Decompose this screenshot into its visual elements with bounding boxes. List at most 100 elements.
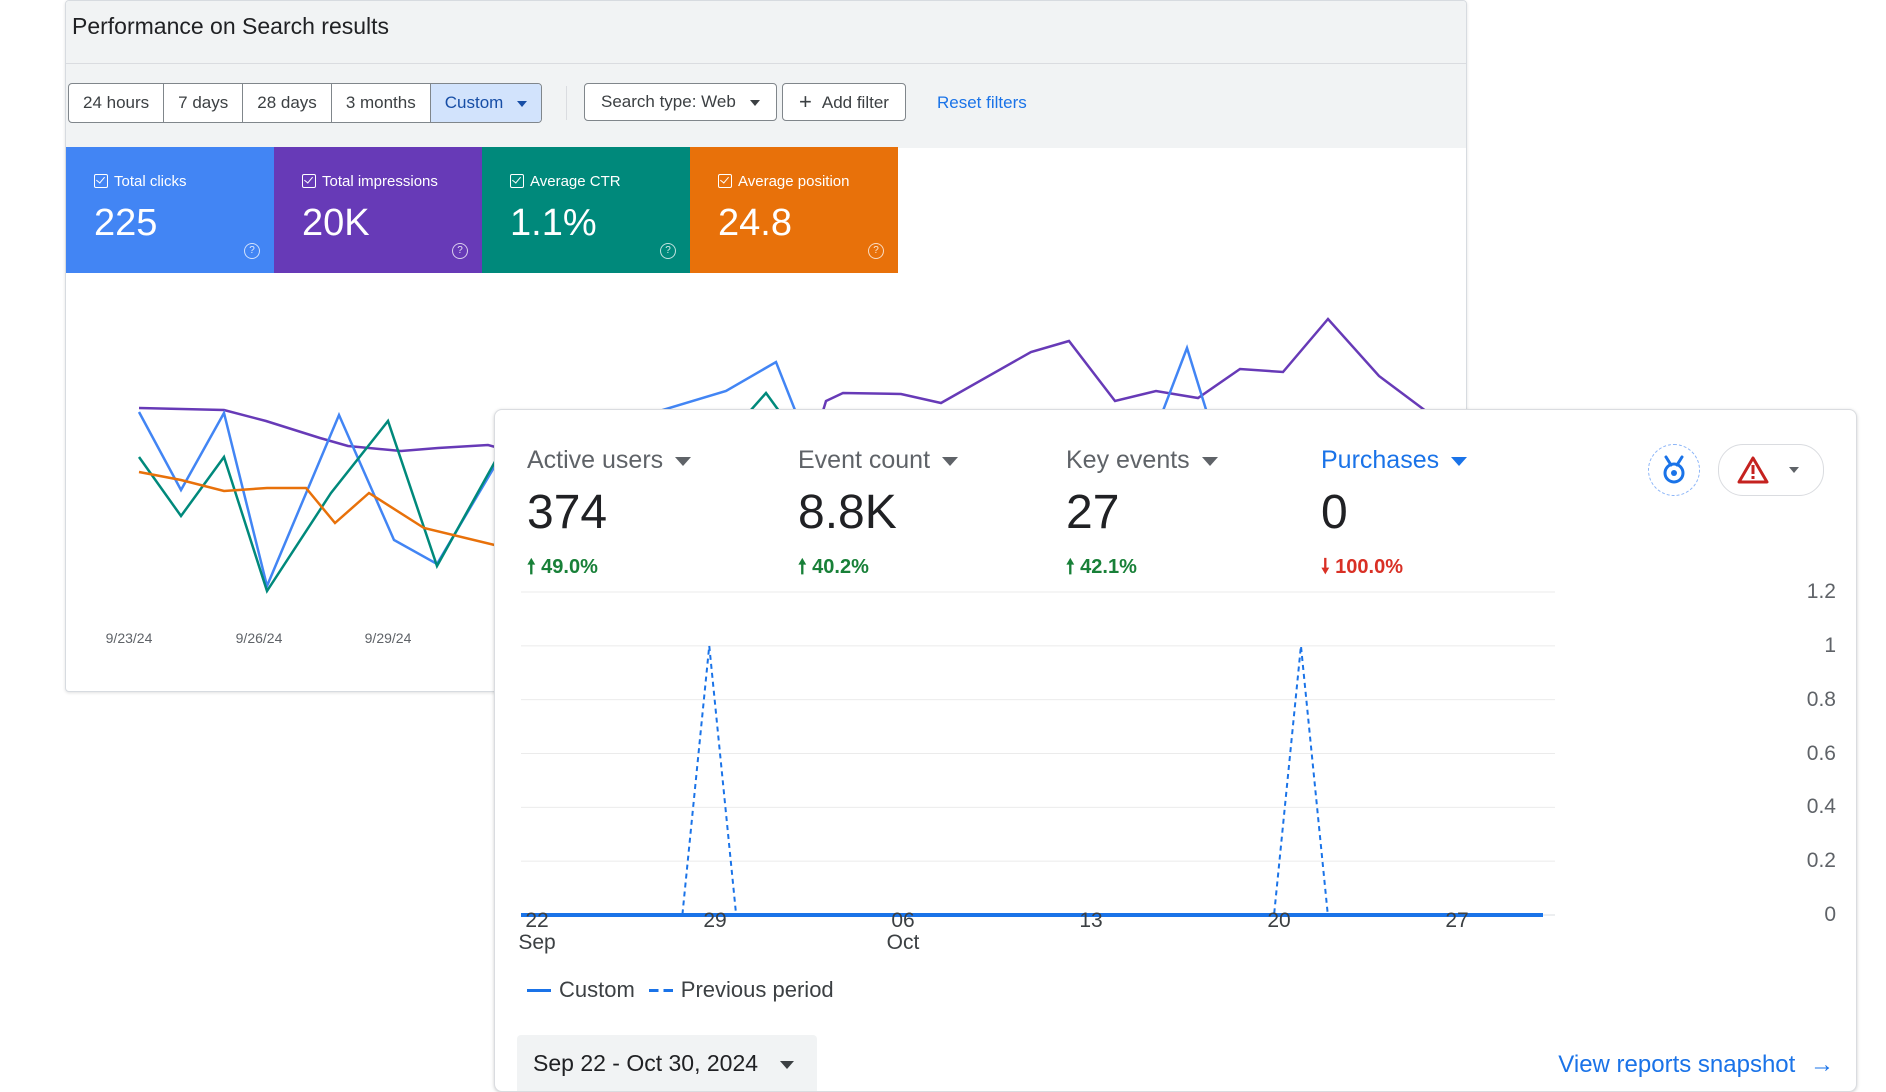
alerts-dropdown-button[interactable] bbox=[1718, 444, 1824, 496]
y-tick-label: 1 bbox=[1824, 633, 1836, 657]
purchases-metric[interactable]: Purchases 0 🠗 100.0% bbox=[1321, 446, 1468, 586]
metric-change: 🠕 49.0% bbox=[527, 552, 691, 586]
chevron-down-icon bbox=[517, 100, 528, 107]
metric-change-text: 40.2% bbox=[812, 556, 869, 578]
date-range-selector: 24 hours 7 days 28 days 3 months Custom bbox=[68, 83, 543, 123]
legend-current-label: Custom bbox=[559, 977, 635, 1002]
y-tick-label: 0.2 bbox=[1806, 849, 1836, 873]
caret-down-icon bbox=[675, 456, 692, 466]
chevron-down-icon bbox=[780, 1060, 795, 1069]
tile-value: 1.1% bbox=[510, 202, 597, 244]
total-clicks-tile[interactable]: Total clicks 225 ? bbox=[66, 147, 274, 273]
purchases-chart bbox=[521, 591, 1555, 917]
active-users-metric[interactable]: Active users 374 🠕 49.0% bbox=[527, 446, 692, 586]
legend-dashed-swatch bbox=[648, 988, 673, 992]
filter-toolbar: 24 hours 7 days 28 days 3 months Custom … bbox=[66, 64, 1466, 148]
metric-label[interactable]: Event count bbox=[798, 446, 959, 475]
add-filter-button[interactable]: + Add filter bbox=[782, 83, 906, 121]
key-events-metric[interactable]: Key events 27 🠕 42.1% bbox=[1066, 446, 1218, 586]
arrow-up-icon: 🠕 bbox=[798, 556, 807, 578]
ctr-line bbox=[137, 391, 1466, 594]
x-tick-text: 06 Oct bbox=[886, 909, 920, 954]
tile-label: Average position bbox=[738, 173, 850, 190]
y-tick-label: 0.4 bbox=[1806, 795, 1836, 819]
checkbox-icon bbox=[510, 174, 524, 188]
tile-label: Total impressions bbox=[322, 173, 438, 190]
range-24-hours-button[interactable]: 24 hours bbox=[69, 84, 165, 122]
page-title: Performance on Search results bbox=[72, 13, 390, 39]
date-range-text: Sep 22 - Oct 30, 2024 bbox=[533, 1050, 759, 1076]
range-28-days-button[interactable]: 28 days bbox=[243, 84, 332, 122]
checkbox-icon bbox=[718, 174, 732, 188]
badge-icon bbox=[1663, 455, 1685, 484]
tile-label: Total clicks bbox=[114, 173, 187, 190]
chevron-down-icon bbox=[749, 99, 760, 106]
date-range-picker[interactable]: Sep 22 - Oct 30, 2024 bbox=[517, 1035, 817, 1091]
x-tick-label: 22 Sep bbox=[518, 910, 555, 954]
metric-change-text: 42.1% bbox=[1080, 556, 1137, 578]
tile-value: 20K bbox=[302, 202, 370, 244]
total-impressions-tile[interactable]: Total impressions 20K ? bbox=[274, 147, 482, 273]
metric-label-text: Event count bbox=[798, 446, 931, 474]
reset-filters-link[interactable]: Reset filters bbox=[937, 93, 1027, 112]
range-custom-label: Custom bbox=[444, 93, 504, 112]
x-tick-label: 27 bbox=[1445, 910, 1468, 932]
metric-value: 0 bbox=[1321, 486, 1348, 539]
caret-down-icon bbox=[1201, 456, 1218, 466]
arrow-right-icon: → bbox=[1810, 1051, 1834, 1078]
y-tick-label: 0.8 bbox=[1806, 687, 1836, 711]
checkbox-icon bbox=[94, 174, 108, 188]
help-icon[interactable]: ? bbox=[660, 243, 676, 259]
date-tick: 9/26/24 bbox=[235, 630, 283, 646]
x-tick-text: 22 Sep bbox=[518, 909, 556, 954]
toolbar-divider bbox=[566, 86, 567, 120]
metric-label[interactable]: Key events bbox=[1066, 446, 1218, 475]
metric-change-text: 100.0% bbox=[1335, 556, 1403, 578]
x-tick-label: 13 bbox=[1079, 910, 1102, 932]
x-tick-text: 27 bbox=[1445, 909, 1469, 932]
average-ctr-tile[interactable]: Average CTR 1.1% ? bbox=[482, 147, 690, 273]
help-icon[interactable]: ? bbox=[452, 243, 468, 259]
search-type-dropdown[interactable]: Search type: Web bbox=[584, 83, 777, 121]
metric-value: 27 bbox=[1066, 486, 1120, 539]
legend-previous-label: Previous period bbox=[680, 977, 834, 1002]
chart-legend: Custom Previous period bbox=[527, 977, 834, 1003]
search-type-label: Search type: Web bbox=[601, 92, 736, 111]
metric-change: 🠗 100.0% bbox=[1321, 552, 1467, 586]
average-position-tile[interactable]: Average position 24.8 ? bbox=[690, 147, 898, 273]
metric-value: 8.8K bbox=[798, 486, 897, 539]
metric-label-text: Key events bbox=[1066, 446, 1190, 474]
event-count-metric[interactable]: Event count 8.8K 🠕 40.2% bbox=[798, 446, 959, 586]
tile-value: 24.8 bbox=[718, 202, 792, 244]
insights-badge-button[interactable] bbox=[1648, 444, 1700, 496]
metric-change: 🠕 40.2% bbox=[798, 552, 958, 586]
analytics-card: Active users 374 🠕 49.0% Event count 8.8… bbox=[494, 409, 1857, 1092]
range-7-days-button[interactable]: 7 days bbox=[164, 84, 244, 122]
tile-value: 225 bbox=[94, 202, 158, 244]
metric-value: 374 bbox=[527, 486, 608, 539]
caret-down-icon bbox=[1451, 456, 1468, 466]
help-icon[interactable]: ? bbox=[244, 243, 260, 259]
range-custom-button[interactable]: Custom bbox=[430, 84, 542, 122]
metric-label-text: Purchases bbox=[1321, 446, 1440, 474]
x-tick-text: 20 bbox=[1267, 909, 1291, 932]
series-previous-period bbox=[521, 645, 1543, 916]
checkbox-icon bbox=[302, 174, 316, 188]
caret-down-icon bbox=[942, 456, 959, 466]
arrow-up-icon: 🠕 bbox=[1066, 556, 1075, 578]
legend-solid-swatch bbox=[527, 988, 551, 992]
metric-label[interactable]: Active users bbox=[527, 446, 692, 475]
view-reports-snapshot-link[interactable]: View reports snapshot → bbox=[1558, 1051, 1834, 1079]
metric-label[interactable]: Purchases bbox=[1321, 446, 1468, 475]
date-tick: 9/23/24 bbox=[105, 630, 153, 646]
plus-icon: + bbox=[799, 89, 812, 114]
tile-label: Average CTR bbox=[530, 173, 621, 190]
date-tick: 9/29/24 bbox=[364, 630, 412, 646]
add-filter-label: Add filter bbox=[821, 93, 889, 112]
help-icon[interactable]: ? bbox=[868, 243, 884, 259]
range-3-months-button[interactable]: 3 months bbox=[332, 84, 431, 122]
snapshot-link-text: View reports snapshot bbox=[1558, 1051, 1796, 1078]
metric-label-text: Active users bbox=[527, 446, 664, 474]
x-tick-label: 29 bbox=[703, 910, 726, 932]
impressions-line bbox=[138, 317, 1466, 567]
